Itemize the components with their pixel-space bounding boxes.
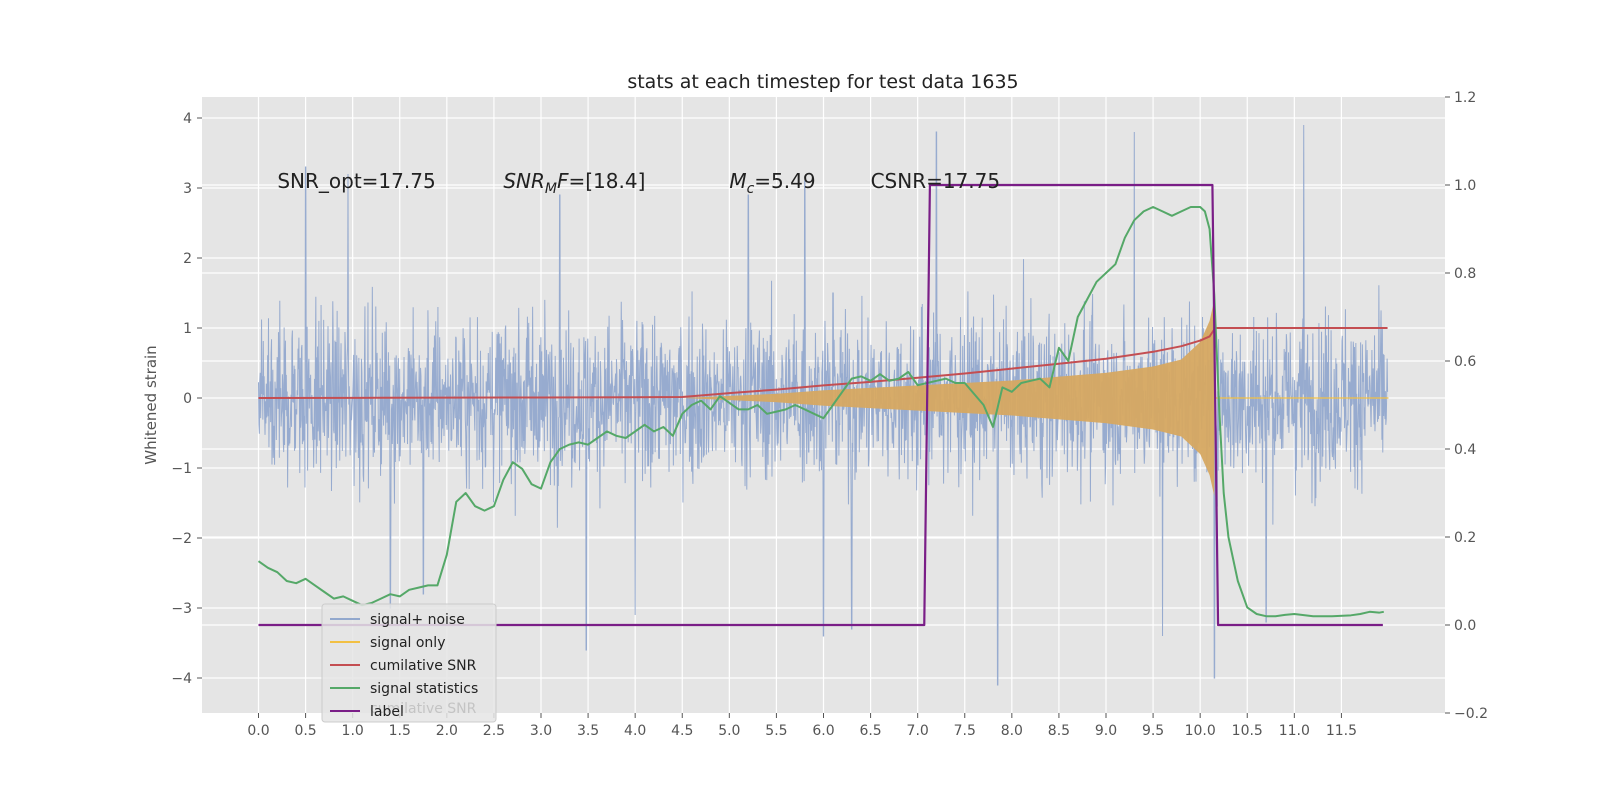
legend-ghost-text: cumilative SNR [370,701,477,717]
x-tick-label: 11.5 [1326,723,1357,739]
y-tick-label: 1 [183,321,192,337]
x-tick-label: 8.5 [1048,723,1070,739]
x-tick-label: 9.5 [1142,723,1164,739]
signal-statistics-series [257,206,1384,618]
label-series [258,183,1383,627]
y-tick-label: 2 [183,251,192,267]
y2-tick-label: 1.2 [1454,90,1476,106]
y-axis-label: Whitened strain [142,345,160,464]
legend-label: signal+ noise [370,612,465,628]
legend-label: cumilative SNR [370,658,477,674]
y2-tick-label: 0.8 [1454,266,1476,282]
annotation-1: SNRMF=[18.4] [503,169,645,197]
label-line [258,183,1383,627]
x-tick-label: 6.0 [812,723,834,739]
x-tick-label: 0.0 [247,723,269,739]
x-tick-label: 4.0 [624,723,646,739]
signal-statistics-line [257,206,1384,618]
y2-tick-label: 0.0 [1454,618,1476,634]
y-tick-label: 0 [183,391,192,407]
x-tick-label: 5.5 [765,723,787,739]
x-tick-label: 4.5 [671,723,693,739]
y-axis-right: −0.2 0.0 0.2 0.4 0.6 0.8 1.0 1.2 [1445,90,1488,722]
annotation-2: Mc=5.49 [729,169,815,197]
legend-label: label [370,704,404,720]
x-tick-label: 3.0 [530,723,552,739]
cumilative-snr-line [258,327,1388,399]
y-tick-label: 4 [183,111,192,127]
signal-only-series [682,300,1389,496]
y-tick-label: −3 [171,601,192,617]
legend: cumilative SNR signal+ noise signal only c… [321,603,497,723]
y2-tick-label: 0.6 [1454,354,1476,370]
x-tick-label: 7.0 [907,723,929,739]
x-tick-label: 1.0 [342,723,364,739]
x-tick-label: 2.0 [436,723,458,739]
y-tick-label: 3 [183,181,192,197]
chart-title: stats at each timestep for test data 163… [627,71,1018,93]
y-tick-label: −2 [171,531,192,547]
y-tick-label: −4 [171,671,192,687]
legend-label: signal statistics [370,681,478,697]
x-tick-label: 2.5 [483,723,505,739]
y2-tick-label: 0.2 [1454,530,1476,546]
x-tick-label: 9.0 [1095,723,1117,739]
x-tick-label: 8.0 [1001,723,1023,739]
legend-label: signal only [370,635,445,651]
y2-tick-label: −0.2 [1454,706,1488,722]
signal-only-envelope [682,300,1215,496]
x-tick-label: 10.0 [1185,723,1216,739]
y2-tick-label: 1.0 [1454,178,1476,194]
x-tick-label: 0.5 [294,723,316,739]
x-tick-label: 10.5 [1232,723,1263,739]
annotations: SNR_opt=17.75 SNRMF=[18.4] Mc=5.49 CSNR=17.… [277,169,1000,197]
annotation-0: SNR_opt=17.75 [277,169,435,193]
x-axis: 0.0 0.5 1.0 1.5 2.0 2.5 3.0 3.5 4.0 4.5 5.0 5.5 6.0 6… [247,713,1357,739]
x-tick-label: 7.5 [954,723,976,739]
x-tick-label: 1.5 [389,723,411,739]
legend-box [321,603,497,723]
annotation-3: CSNR=17.75 [871,169,1001,193]
y2-tick-label: 0.4 [1454,442,1476,458]
y-axis-left: −4 −3 −2 −1 0 1 2 3 4 [171,111,202,687]
x-tick-label: 5.0 [718,723,740,739]
x-tick-label: 6.5 [859,723,881,739]
x-tick-label: 3.5 [577,723,599,739]
y-tick-label: −1 [171,461,192,477]
x-tick-label: 11.0 [1279,723,1310,739]
cumilative-snr-series [258,327,1388,399]
